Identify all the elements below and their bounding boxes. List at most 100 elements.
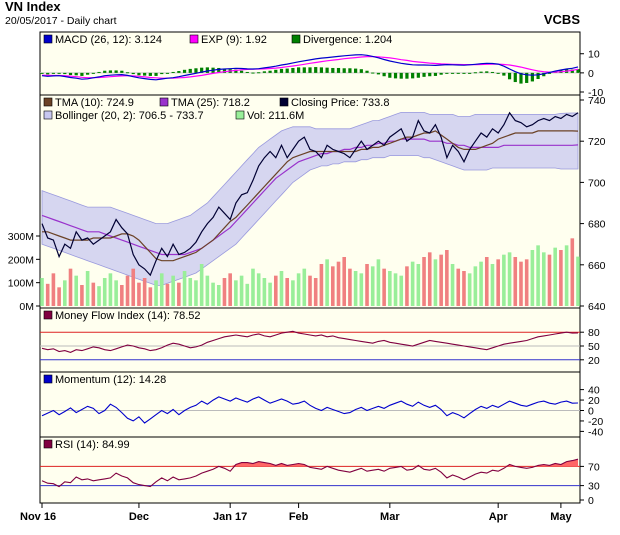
rsi-legend-swatch-0	[43, 439, 53, 449]
macd-divergence-bar	[473, 72, 477, 74]
volume-bar	[422, 257, 426, 306]
volume-bar	[85, 271, 90, 306]
macd-divergence-bar	[40, 72, 44, 74]
macd-divergence-bar	[485, 71, 489, 73]
macd-divergence-bar	[222, 68, 227, 73]
macd-divergence-bar	[433, 72, 438, 76]
volume-bar	[211, 282, 215, 306]
volume-bar	[467, 273, 472, 306]
volume-bar	[502, 254, 506, 306]
volume-bar	[108, 273, 113, 306]
macd-divergence-bar	[388, 72, 392, 78]
macd-divergence-bar	[507, 72, 512, 80]
momentum-ytick-label-0: 40	[588, 385, 600, 397]
volume-bar	[564, 245, 569, 306]
macd-divergence-bar	[251, 72, 255, 74]
volume-bar	[410, 261, 415, 306]
macd-divergence-bar	[365, 70, 369, 73]
volume-bar	[57, 287, 61, 306]
volume-bar	[188, 278, 193, 306]
volume-bar	[114, 280, 118, 306]
macd-legend-label-2: Divergence: 1.204	[303, 34, 392, 46]
macd-divergence-bar	[200, 67, 204, 73]
macd-divergence-bar	[450, 72, 455, 74]
macd-divergence-bar	[336, 67, 341, 73]
x-tick-label-5: Apr	[489, 511, 509, 523]
vol-tick-label-1: 200M	[8, 254, 34, 266]
panels-group: MACD (26, 12): 3.124 EXP (9): 1.92 Diverge…	[8, 31, 606, 507]
macd-divergence-bar	[285, 68, 289, 73]
macd-divergence-bar	[74, 72, 78, 76]
macd-divergence-bar	[257, 72, 261, 74]
volume-bar	[291, 280, 295, 306]
price-legend-swatch-3	[43, 110, 53, 120]
macd-divergence-bar	[131, 72, 135, 75]
mfi-ytick-label-2: 20	[588, 355, 600, 367]
volume-bar	[45, 283, 50, 306]
x-tick-label-1: Dec	[129, 511, 149, 523]
volume-bar	[348, 268, 352, 306]
volume-bar	[165, 283, 170, 306]
volume-bar	[51, 273, 56, 306]
macd-divergence-bar	[68, 72, 73, 76]
macd-divergence-bar	[125, 72, 130, 74]
volume-bar	[216, 285, 221, 306]
volume-bar	[131, 268, 136, 306]
volume-bar	[40, 278, 44, 306]
macd-divergence-bar	[143, 72, 147, 76]
price-ytick-label-0: 740	[588, 95, 606, 107]
macd-divergence-bar	[456, 72, 460, 74]
volume-bar	[239, 275, 244, 306]
macd-divergence-bar	[148, 72, 152, 76]
macd-divergence-bar	[154, 72, 158, 76]
macd-divergence-bar	[411, 72, 415, 79]
macd-ytick-label-1: 0	[588, 68, 594, 80]
volume-bar	[490, 264, 495, 306]
macd-divergence-bar	[279, 68, 284, 73]
volume-bar	[319, 264, 324, 306]
price-legend-label-1: TMA (25): 718.2	[171, 97, 250, 109]
volume-bar	[125, 275, 130, 306]
volume-bar	[74, 275, 79, 306]
volume-bar	[159, 273, 164, 306]
macd-divergence-bar	[80, 72, 84, 76]
price-ytick-label-2: 700	[588, 177, 606, 189]
volume-bar	[433, 259, 438, 306]
rsi-plot-area	[39, 436, 581, 504]
mfi-legend-swatch-0	[43, 310, 53, 320]
panel-price: TMA (10): 724.9 TMA (25): 718.2 Closing Pr…	[8, 94, 606, 313]
macd-divergence-bar	[308, 67, 312, 73]
volume-bar	[205, 275, 210, 306]
macd-divergence-bar	[348, 68, 352, 73]
volume-bar	[308, 275, 312, 306]
macd-line	[41, 54, 579, 81]
macd-divergence-bar	[445, 72, 449, 74]
volume-bar	[102, 278, 107, 306]
volume-bar	[370, 266, 375, 306]
x-tick-label-4: Mar	[380, 511, 400, 523]
macd-divergence-bar	[359, 69, 363, 73]
price-legend-swatch-2	[279, 97, 289, 107]
volume-bar	[576, 256, 580, 306]
volume-bar	[137, 282, 141, 306]
volume-bar	[405, 266, 409, 306]
rsi-legend-label-0: RSI (14): 84.99	[55, 439, 130, 451]
momentum-line	[41, 396, 579, 424]
bollinger-band	[41, 112, 579, 286]
x-tick-label-2: Jan 17	[213, 511, 247, 523]
volume-bar	[148, 287, 153, 306]
volume-bar	[120, 285, 124, 306]
volume-bar	[222, 278, 227, 306]
volume-bar	[268, 282, 272, 306]
price-legend-label-2: Closing Price: 733.8	[291, 97, 389, 109]
macd-divergence-bar	[496, 72, 500, 74]
price-ytick-label-5: 640	[588, 301, 606, 313]
volume-bar	[285, 278, 289, 306]
volume-bar	[273, 275, 278, 306]
volume-bar	[513, 257, 518, 306]
macd-divergence-bar	[468, 72, 472, 74]
macd-ytick-label-2: -10	[588, 87, 603, 99]
price-legend-swatch-1	[159, 97, 169, 107]
